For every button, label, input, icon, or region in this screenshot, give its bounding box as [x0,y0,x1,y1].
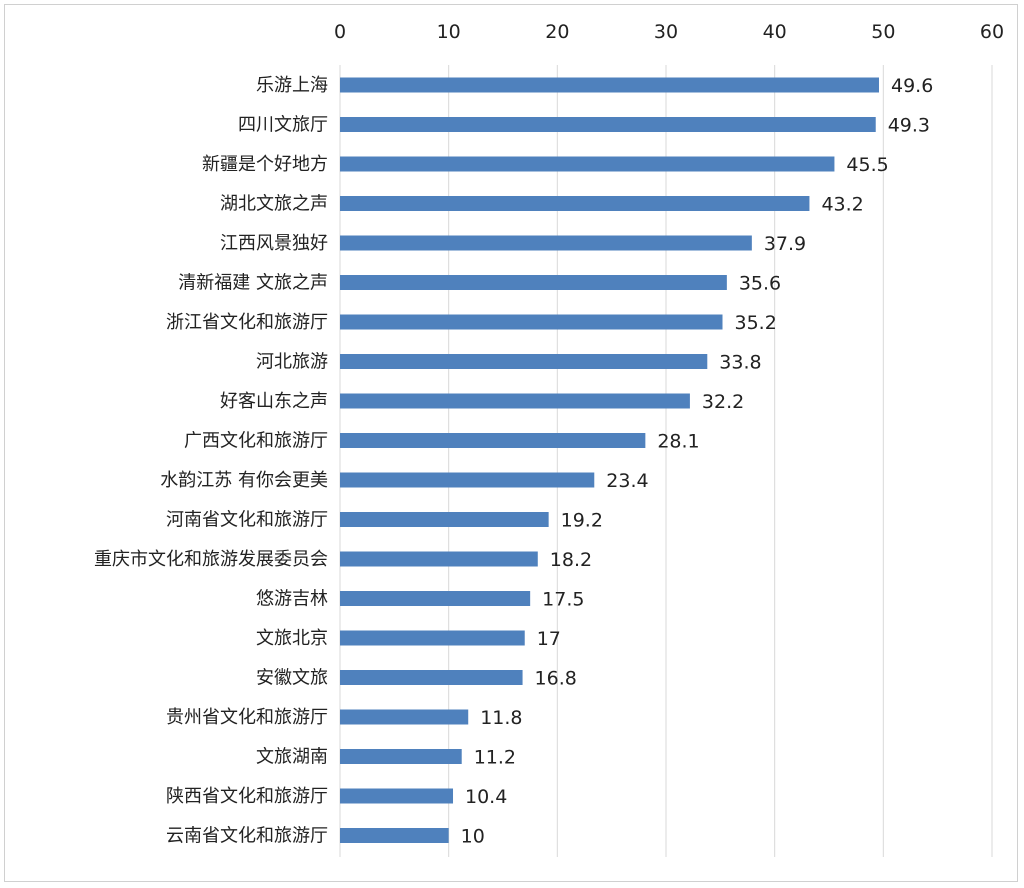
data-label: 10 [461,826,485,848]
category-label: 乐游上海 [256,75,328,96]
bar [340,591,531,606]
data-label: 37.9 [764,233,806,255]
bar [340,156,835,172]
data-label: 35.2 [735,312,777,334]
category-label: 陕西省文化和旅游厅 [166,786,328,807]
data-label: 11.8 [480,707,522,729]
bar [340,749,462,764]
data-label: 28.1 [657,431,699,453]
data-label: 45.5 [846,154,888,176]
category-label: 清新福建 文旅之声 [178,273,328,294]
data-label: 23.4 [606,470,648,492]
bar [340,828,449,843]
bar [340,354,708,369]
bar [340,709,469,725]
data-label: 19.2 [561,510,603,532]
bar [340,630,525,646]
bar [340,670,523,685]
category-label: 新疆是个好地方 [202,154,328,175]
data-label: 49.6 [891,75,933,97]
x-tick-label: 30 [654,21,678,43]
data-label: 16.8 [535,668,577,690]
data-label: 33.8 [719,352,761,374]
data-label: 32.2 [702,391,744,413]
data-label: 17.5 [542,589,584,611]
bar [340,393,690,409]
data-labels: 49.6 49.345.5 43.2 37.9 35.6 35.2 33.8 32.228.1… [461,75,934,848]
category-label: 河南省文化和旅游厅 [166,510,328,531]
x-tick-label: 60 [980,21,1004,43]
category-label: 悠游吉林 [256,589,328,610]
data-label: 10.4 [465,786,507,808]
bar [340,314,723,330]
data-label: 49.3 [888,115,930,137]
category-label: 文旅湖南 [256,747,328,768]
category-label: 湖北文旅之声 [220,194,328,215]
bar [340,196,810,211]
x-tick-label: 10 [437,21,461,43]
category-label: 广西文化和旅游厅 [184,431,328,452]
x-tick-label: 50 [871,21,895,43]
data-label: 18.2 [550,549,592,571]
x-axis-ticks: 0 10 20 30 40 50 60 [334,21,1004,43]
category-label: 贵州省文化和旅游厅 [166,707,328,728]
category-label: 云南省文化和旅游厅 [166,826,328,847]
bar [340,472,595,488]
bar [340,551,538,567]
category-label: 文旅北京 [256,628,328,649]
category-label: 水韵江苏 有你会更美 [160,470,328,491]
bar [340,275,727,290]
bar [340,235,752,251]
x-tick-label: 40 [763,21,787,43]
data-label: 35.6 [739,273,781,295]
bar [340,512,549,527]
category-label: 浙江省文化和旅游厅 [166,312,328,333]
bar [340,788,454,804]
category-label: 河北旅游 [256,352,328,373]
gridlines [339,65,993,857]
data-label: 43.2 [821,194,863,216]
x-tick-label: 0 [334,21,346,43]
category-label: 四川文旅厅 [238,115,328,136]
bars [340,77,879,843]
chart-frame: 0 10 20 30 40 50 60 乐游上海四川文旅厅新疆是个好地方湖北文旅之声 江西风景… [4,4,1018,882]
data-label: 17 [537,628,561,650]
bar-chart: 0 10 20 30 40 50 60 乐游上海四川文旅厅新疆是个好地方湖北文旅之声江西风景… [94,21,1004,857]
category-label: 好客山东之声 [220,391,328,412]
bar [340,117,876,132]
x-tick-label: 20 [545,21,569,43]
category-label: 重庆市文化和旅游发展委员会 [94,549,328,570]
bar [340,433,646,448]
bar [340,77,879,93]
category-label: 安徽文旅 [256,668,328,689]
data-label: 11.2 [474,747,516,769]
category-label: 江西风景独好 [220,233,328,254]
